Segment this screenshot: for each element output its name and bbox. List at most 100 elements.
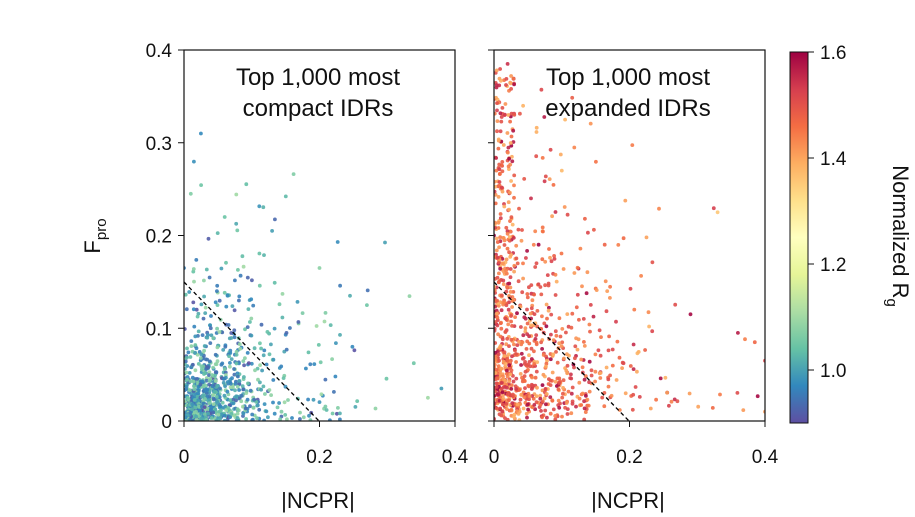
scatter-point	[200, 395, 205, 399]
scatter-point	[588, 121, 593, 126]
scatter-point	[554, 333, 559, 338]
scatter-point	[501, 301, 506, 305]
scatter-point	[228, 364, 232, 369]
scatter-point	[266, 415, 270, 420]
scatter-point	[494, 371, 498, 375]
scatter-point	[213, 362, 218, 367]
scatter-point	[631, 367, 636, 371]
scatter-point	[208, 326, 213, 331]
scatter-point	[234, 349, 239, 354]
scatter-point	[259, 387, 263, 392]
scatter-point	[514, 360, 518, 364]
scatter-point	[498, 212, 503, 216]
scatter-point	[500, 169, 505, 174]
scatter-point	[426, 395, 430, 400]
scatter-point	[509, 383, 514, 387]
scatter-point	[250, 412, 255, 417]
scatter-point	[209, 333, 214, 338]
scatter-point	[221, 380, 226, 385]
scatter-point	[559, 344, 564, 348]
scatter-point	[192, 392, 197, 397]
scatter-point	[550, 214, 554, 219]
scatter-point	[508, 275, 513, 280]
scatter-point	[208, 359, 212, 364]
x-tick-label: 0.2	[306, 447, 332, 468]
scatter-point	[512, 269, 516, 274]
scatter-point	[581, 317, 586, 321]
scatter-point	[508, 372, 513, 377]
scatter-point	[199, 411, 204, 416]
scatter-point	[496, 220, 501, 225]
scatter-point	[540, 314, 544, 319]
scatter-point	[494, 341, 498, 345]
scatter-point	[572, 145, 577, 150]
scatter-point	[535, 360, 540, 364]
scatter-point	[544, 364, 548, 369]
scatter-point	[232, 308, 237, 313]
scatter-point	[323, 404, 328, 409]
scatter-point	[225, 293, 230, 298]
scatter-point	[637, 395, 642, 399]
colorbar-label-sub: g	[883, 298, 900, 306]
scatter-point	[561, 386, 565, 390]
scatter-point	[536, 242, 541, 247]
scatter-point	[500, 257, 505, 261]
scatter-point	[543, 174, 548, 179]
scatter-point	[249, 361, 254, 366]
scatter-point	[279, 364, 284, 369]
scatter-point	[507, 379, 512, 384]
scatter-point	[497, 358, 501, 363]
scatter-point	[599, 335, 603, 339]
scatter-point	[225, 380, 230, 384]
scatter-point	[555, 376, 560, 381]
scatter-point	[194, 414, 199, 419]
scatter-point	[260, 368, 264, 373]
scatter-point	[580, 365, 585, 370]
scatter-point	[495, 108, 499, 113]
scatter-point	[507, 207, 511, 212]
scatter-point	[227, 354, 232, 359]
scatter-point	[539, 409, 543, 413]
scatter-point	[499, 115, 504, 119]
scatter-point	[548, 255, 552, 260]
scatter-point	[498, 406, 503, 411]
scatter-point	[269, 342, 273, 347]
scatter-point	[503, 102, 508, 106]
scatter-point	[561, 378, 566, 383]
scatter-point	[200, 379, 205, 384]
scatter-point	[561, 267, 566, 271]
scatter-point	[504, 371, 509, 376]
scatter-point	[511, 76, 516, 81]
scatter-point	[211, 336, 216, 341]
scatter-point	[245, 325, 250, 329]
scatter-point	[191, 362, 195, 367]
scatter-point	[633, 385, 638, 389]
scatter-point	[227, 336, 232, 341]
scatter-point	[241, 359, 246, 363]
scatter-point	[539, 340, 543, 345]
scatter-point	[504, 225, 509, 230]
scatter-point	[545, 316, 549, 321]
scatter-point	[654, 397, 658, 402]
y-tick-label: 0.3	[146, 134, 172, 155]
scatter-point	[316, 343, 321, 347]
scatter-point	[221, 377, 226, 381]
scatter-point	[520, 290, 525, 295]
scatter-point	[548, 395, 553, 399]
scatter-point	[355, 399, 360, 403]
scatter-point	[311, 397, 316, 402]
scatter-point	[509, 134, 514, 139]
scatter-point	[250, 278, 254, 283]
scatter-point	[216, 412, 221, 417]
scatter-point	[570, 311, 575, 316]
scatter-point	[213, 352, 218, 357]
scatter-point	[207, 275, 212, 280]
scatter-point	[510, 299, 515, 303]
scatter-point	[533, 229, 538, 234]
scatter-point	[332, 390, 336, 394]
scatter-point	[508, 81, 513, 86]
scatter-point	[505, 358, 510, 363]
scatter-point	[596, 348, 601, 353]
scatter-point	[529, 346, 534, 351]
scatter-point	[572, 365, 576, 370]
